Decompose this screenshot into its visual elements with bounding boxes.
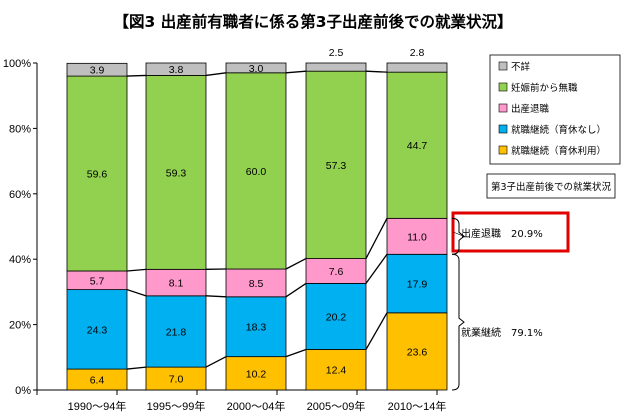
bar-segment — [225, 72, 287, 270]
bar-segment — [225, 62, 287, 74]
x-tick-label: 2005～09年 — [307, 399, 366, 413]
bar-segment — [386, 217, 448, 255]
y-tick-label: 60% — [9, 189, 31, 201]
data-label: 5.7 — [90, 275, 105, 287]
series-connector-line — [126, 268, 147, 272]
legend-label: 妊娠前から無職 — [511, 82, 578, 94]
x-tick-label: 2000～04年 — [227, 399, 286, 413]
data-label: 3.0 — [249, 63, 264, 75]
subtitle-box-text: 第3子出産前後での就業状況 — [491, 181, 612, 193]
series-connector-line — [365, 70, 388, 73]
bars: 6.4 24.3 5.7 59.6 3.9 7.0 21.8 8.1 59.3 3.8 10.2 18… — [66, 47, 448, 391]
legend-label: 就職継続（育休利用） — [511, 145, 606, 157]
data-label: 59.6 — [87, 169, 108, 181]
bar-segment — [386, 62, 448, 73]
bar-segment — [305, 282, 367, 350]
bar-segment — [225, 268, 287, 298]
data-label: 7.0 — [169, 374, 184, 386]
annotation-bracket — [451, 253, 465, 391]
data-label: 2.5 — [329, 47, 344, 59]
bar-segment — [145, 62, 207, 76]
legend-label: 出産退職 — [511, 103, 550, 115]
bar-segment — [305, 62, 367, 72]
data-label: 44.7 — [407, 140, 428, 152]
data-label: 20.2 — [326, 311, 347, 323]
legend-swatch — [498, 103, 508, 113]
series-connector-line — [365, 312, 388, 350]
series-connector-line — [205, 72, 227, 77]
legend-swatch — [498, 61, 508, 71]
series-connector-line — [285, 282, 307, 298]
legend-swatch — [498, 124, 508, 134]
data-label: 11.0 — [407, 231, 427, 243]
x-axis-labels: 1990～94年 1995～99年 2000～04年 2005～09年 2010～14年 — [68, 399, 447, 413]
data-label: 17.9 — [407, 279, 428, 291]
bar-segment — [66, 75, 128, 272]
series-connector-line — [126, 74, 147, 77]
data-label: 24.3 — [87, 324, 108, 336]
series-connector-line — [365, 253, 388, 284]
data-label: 3.9 — [90, 65, 105, 77]
data-label: 59.3 — [166, 167, 187, 179]
bar-segment — [145, 75, 207, 270]
data-label: 8.1 — [169, 278, 184, 290]
series-connector-line — [285, 348, 307, 358]
bar-segment — [305, 70, 367, 259]
series-connector-line — [205, 295, 227, 298]
bar-segment — [145, 268, 207, 297]
y-tick-label: 20% — [9, 320, 31, 332]
data-label: 57.3 — [326, 160, 347, 172]
bar-segment — [225, 296, 287, 358]
legend-label: 不詳 — [511, 61, 531, 73]
annotation-leader — [452, 231, 465, 237]
data-label: 60.0 — [246, 166, 267, 178]
bar-segment — [386, 253, 448, 314]
annotations: 第3子出産前後での就業状況 出産退職 20.9% 就業継続 79.1% — [451, 173, 616, 391]
y-tick-label: 80% — [9, 123, 31, 135]
series-connector-line — [126, 288, 147, 297]
retire-annotation-text: 出産退職 20.9% — [461, 227, 543, 240]
data-label: 6.4 — [90, 375, 105, 387]
series-connector-line — [285, 70, 307, 74]
legend-label: 就職継続（育休なし） — [511, 124, 606, 136]
x-tick-label: 2010～14年 — [388, 399, 447, 413]
subtitle-box — [486, 173, 616, 199]
data-label: 12.4 — [326, 365, 347, 377]
y-tick-label: 0% — [15, 385, 31, 397]
data-label: 3.8 — [169, 64, 184, 76]
y-tick-label: 100% — [3, 58, 31, 70]
legend-swatch — [498, 82, 508, 92]
legend-swatch — [498, 145, 508, 155]
bar-segment — [386, 312, 448, 391]
data-label: 2.8 — [410, 47, 425, 59]
bar-segment — [66, 62, 128, 77]
data-label: 7.6 — [329, 266, 344, 278]
x-tick-label: 1990～94年 — [68, 399, 127, 413]
data-label: 10.2 — [246, 368, 267, 380]
bar-segment — [145, 295, 207, 368]
bar-segment — [305, 349, 367, 391]
series-connector-line — [205, 356, 227, 368]
legend-box — [489, 54, 621, 165]
continue-annotation-text: 就業継続 79.1% — [461, 326, 543, 339]
connector-lines — [126, 70, 388, 370]
data-label: 18.3 — [246, 322, 267, 334]
data-label: 23.6 — [407, 346, 428, 358]
series-connector-line — [126, 366, 147, 370]
bar-segment — [225, 356, 287, 391]
data-label: 21.8 — [166, 326, 187, 338]
bar-segment — [386, 71, 448, 219]
data-label: 8.5 — [249, 278, 264, 290]
bar-segment — [305, 258, 367, 284]
x-tick-label: 1995～99年 — [147, 399, 206, 413]
series-connector-line — [365, 218, 388, 259]
series-connector-line — [285, 257, 307, 270]
y-tick-label: 40% — [9, 254, 31, 266]
chart-title: 【図3 出産前有職者に係る第3子出産前後での就業状況】 — [114, 12, 513, 31]
